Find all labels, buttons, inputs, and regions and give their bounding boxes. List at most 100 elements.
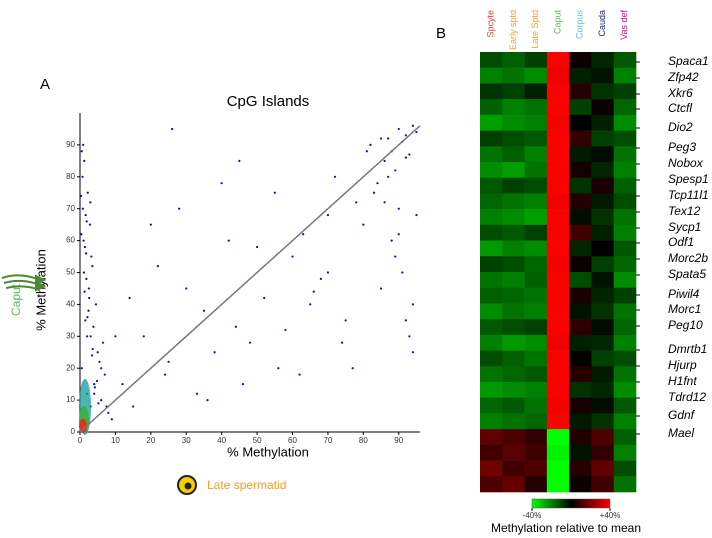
point xyxy=(92,325,95,328)
heatmap-cell xyxy=(480,177,503,194)
point xyxy=(80,367,83,370)
x-tick-label: 20 xyxy=(146,436,155,445)
heatmap-cell xyxy=(480,303,503,320)
heatmap-cell xyxy=(613,162,637,179)
point xyxy=(383,159,386,162)
heatmap-cell xyxy=(480,130,503,147)
point xyxy=(397,233,400,236)
heatmap-cell xyxy=(613,209,637,226)
point xyxy=(411,351,415,354)
heatmap-cell xyxy=(480,83,503,100)
gene-label: Tdrd12 xyxy=(668,390,706,404)
heatmap-cell xyxy=(524,476,548,493)
x-tick-label: 70 xyxy=(323,436,332,445)
heatmap-cell xyxy=(546,130,570,147)
point xyxy=(91,265,94,268)
column-label: Late Sptd xyxy=(530,10,540,49)
column-label: Early sptd xyxy=(508,10,518,50)
point xyxy=(369,143,372,146)
heatmap-cell xyxy=(502,99,525,116)
heatmap-cell xyxy=(480,287,503,304)
heatmap-cell xyxy=(524,272,548,289)
point xyxy=(128,296,131,300)
x-tick-label: 80 xyxy=(359,436,368,445)
heatmap-cell xyxy=(591,334,615,351)
heatmap-cell xyxy=(613,334,637,351)
heatmap-cell xyxy=(569,193,592,210)
heatmap-cell xyxy=(524,303,548,320)
heatmap-cell xyxy=(613,193,637,210)
point xyxy=(82,143,85,146)
heatmap-cell xyxy=(480,476,503,493)
point xyxy=(202,309,206,312)
heatmap-cell xyxy=(546,350,570,367)
point xyxy=(114,335,117,338)
heatmap-cell xyxy=(524,334,548,351)
heatmap-cell xyxy=(613,256,637,273)
heatmap-cell xyxy=(591,382,615,399)
heatmap-cell xyxy=(591,99,615,116)
point xyxy=(404,156,407,159)
gene-label: H1fnt xyxy=(668,374,697,388)
point xyxy=(101,341,105,344)
heatmap-cell xyxy=(546,287,570,304)
y-tick-label: 70 xyxy=(66,204,75,213)
point xyxy=(333,175,337,178)
heatmap-cell xyxy=(546,209,570,226)
gene-label: Piwil4 xyxy=(668,287,700,301)
heatmap-cell xyxy=(502,114,525,131)
panel-label: A xyxy=(40,76,50,93)
heatmap-cell xyxy=(546,224,570,241)
x-tick-label: 0 xyxy=(78,436,83,445)
y-tick-label: 30 xyxy=(66,331,75,340)
heatmap-cell xyxy=(480,272,503,289)
point xyxy=(220,182,223,185)
heatmap-cell xyxy=(480,413,503,430)
heatmap-cell xyxy=(502,162,525,179)
y-axis-label: % Methylation xyxy=(33,249,48,331)
point xyxy=(309,303,312,306)
point xyxy=(263,296,266,300)
heatmap-cell xyxy=(502,429,525,446)
y-annotation: Caput xyxy=(9,283,23,316)
heatmap-cell xyxy=(502,256,525,273)
point xyxy=(89,335,92,338)
heatmap-cell xyxy=(524,413,548,430)
heatmap-cell xyxy=(613,429,637,446)
y-tick-label: 80 xyxy=(66,172,75,181)
heatmap-cell xyxy=(502,413,525,430)
gene-label: Peg10 xyxy=(668,318,703,332)
point xyxy=(83,245,87,249)
point xyxy=(82,239,85,242)
point xyxy=(84,213,87,217)
gene-label: Odf1 xyxy=(668,235,694,249)
gene-label: Ctcfl xyxy=(668,101,692,115)
heatmap-cell xyxy=(524,319,548,336)
heatmap-cell xyxy=(613,287,637,304)
spermatid-icon xyxy=(177,475,197,495)
heatmap-cell xyxy=(591,130,615,147)
point xyxy=(238,159,241,162)
heatmap-cell xyxy=(591,52,615,69)
y-tick-label: 0 xyxy=(71,427,76,436)
heatmap-cell xyxy=(502,146,525,163)
heatmap-cell xyxy=(546,366,570,383)
panel-label: B xyxy=(436,25,446,42)
heatmap-cell xyxy=(502,83,525,100)
heatmap-cell xyxy=(569,397,592,414)
point xyxy=(95,379,99,383)
point xyxy=(319,277,322,280)
heatmap-cell xyxy=(546,256,570,273)
colorbar-tick-label: -40% xyxy=(523,511,542,520)
heatmap-cell xyxy=(591,476,615,493)
heatmap-cell xyxy=(524,397,548,414)
heatmap-cell xyxy=(502,240,525,257)
heatmap-cell xyxy=(613,382,637,399)
heatmap-cell xyxy=(591,209,615,226)
column-label: Cauda xyxy=(597,10,607,37)
heatmap-cell xyxy=(613,350,637,367)
heatmap-cell xyxy=(569,319,592,336)
point xyxy=(195,392,198,395)
point xyxy=(83,159,86,162)
